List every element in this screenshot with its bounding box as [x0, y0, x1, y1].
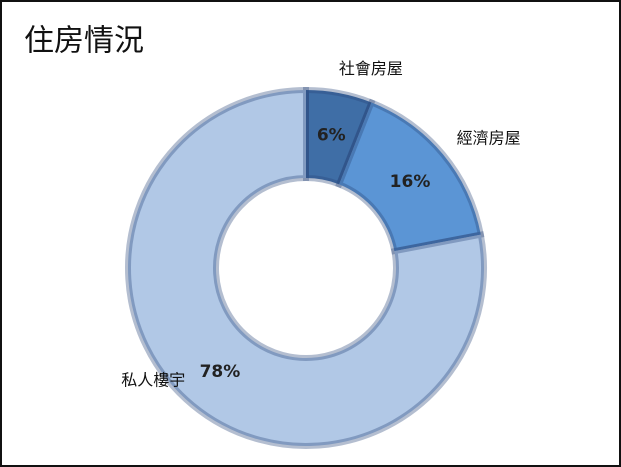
donut-segment [335, 98, 485, 255]
value-label: 16% [390, 172, 431, 192]
category-label: 經濟房屋 [457, 129, 521, 148]
category-label: 社會房屋 [339, 59, 403, 78]
value-label: 6% [317, 125, 346, 145]
donut-segment [303, 86, 376, 189]
donut-segment [125, 86, 487, 449]
category-label: 私人樓宇 [121, 370, 185, 389]
chart-title: 住房情況 [24, 24, 144, 59]
value-label: 78% [200, 362, 241, 382]
